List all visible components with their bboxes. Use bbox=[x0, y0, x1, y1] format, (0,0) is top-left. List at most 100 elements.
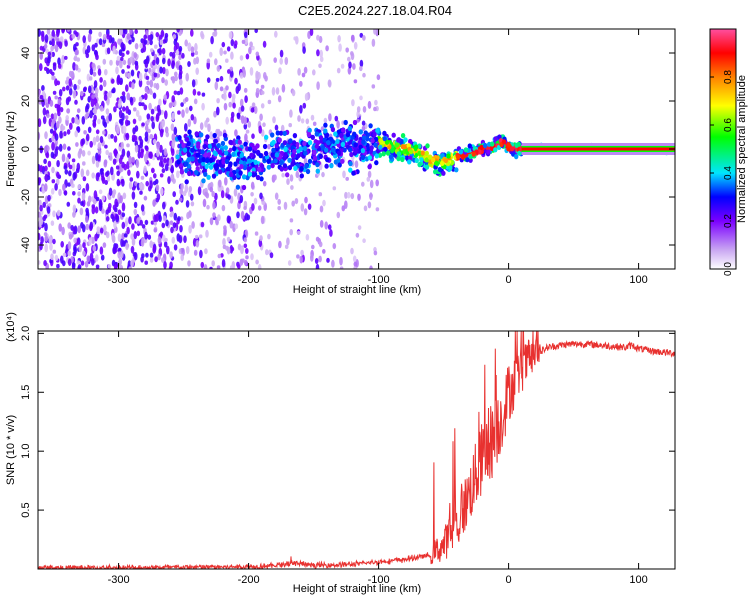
signal-point bbox=[306, 131, 312, 138]
noise-point bbox=[150, 108, 155, 115]
noise-point bbox=[367, 201, 372, 209]
noise-point bbox=[171, 112, 175, 122]
signal-point bbox=[259, 176, 264, 182]
noise-point bbox=[71, 183, 75, 188]
noise-point bbox=[361, 125, 366, 132]
noise-point bbox=[239, 72, 244, 79]
noise-point bbox=[99, 105, 104, 112]
signal-point bbox=[288, 138, 293, 144]
noise-point bbox=[160, 109, 164, 115]
signal-point bbox=[232, 174, 237, 180]
noise-point bbox=[128, 39, 132, 45]
signal-point bbox=[345, 132, 351, 138]
signal-point bbox=[228, 139, 233, 145]
noise-point bbox=[77, 184, 81, 190]
noise-point bbox=[147, 128, 151, 134]
noise-point bbox=[262, 122, 266, 127]
signal-point bbox=[394, 142, 400, 148]
noise-point bbox=[215, 77, 220, 82]
noise-point bbox=[197, 186, 202, 196]
noise-point bbox=[95, 102, 100, 110]
noise-point bbox=[144, 93, 148, 101]
signal-point bbox=[490, 141, 495, 147]
noise-point bbox=[139, 42, 143, 49]
noise-point bbox=[127, 72, 132, 79]
noise-point bbox=[232, 138, 237, 147]
noise-point bbox=[236, 211, 240, 219]
noise-point bbox=[121, 148, 126, 157]
noise-point bbox=[216, 106, 220, 116]
noise-point bbox=[113, 135, 118, 143]
noise-point bbox=[153, 72, 158, 78]
noise-point bbox=[371, 84, 376, 89]
noise-point bbox=[116, 74, 121, 84]
noise-point bbox=[93, 49, 98, 56]
signal-point bbox=[391, 132, 396, 138]
noise-point bbox=[272, 116, 276, 124]
signal-point bbox=[258, 153, 263, 159]
noise-point bbox=[87, 126, 92, 133]
noise-point bbox=[299, 104, 303, 114]
noise-point bbox=[160, 29, 165, 38]
noise-point bbox=[150, 115, 154, 122]
noise-point bbox=[103, 224, 107, 233]
noise-point bbox=[216, 265, 221, 269]
noise-point bbox=[189, 105, 193, 112]
noise-point bbox=[138, 101, 142, 107]
noise-point bbox=[141, 224, 146, 229]
signal-point bbox=[190, 156, 195, 162]
noise-point bbox=[143, 165, 147, 174]
signal-point bbox=[179, 169, 185, 175]
noise-point bbox=[250, 107, 255, 113]
noise-point bbox=[347, 66, 352, 75]
noise-point bbox=[299, 80, 303, 87]
noise-point bbox=[247, 121, 252, 128]
noise-point bbox=[375, 179, 380, 187]
noise-point bbox=[95, 254, 99, 262]
noise-point bbox=[244, 31, 248, 38]
signal-point bbox=[369, 145, 374, 151]
noise-point bbox=[44, 173, 49, 183]
noise-point bbox=[350, 193, 355, 200]
noise-point bbox=[85, 183, 90, 192]
noise-point bbox=[89, 140, 93, 148]
signal-point bbox=[468, 157, 473, 163]
signal-point bbox=[382, 136, 387, 142]
noise-point bbox=[362, 106, 367, 113]
noise-point bbox=[152, 138, 157, 145]
noise-point bbox=[178, 235, 183, 244]
noise-point bbox=[312, 121, 317, 127]
noise-point bbox=[45, 152, 50, 159]
signal-point bbox=[302, 140, 307, 147]
signal-point bbox=[302, 145, 308, 152]
noise-point bbox=[125, 105, 129, 114]
signal-point bbox=[220, 140, 226, 147]
noise-point bbox=[293, 36, 298, 41]
signal-point bbox=[400, 156, 405, 163]
signal-point bbox=[329, 163, 334, 169]
noise-point bbox=[161, 222, 166, 229]
noise-point bbox=[225, 58, 229, 63]
signal-point bbox=[305, 168, 311, 175]
noise-point bbox=[51, 71, 55, 76]
noise-point bbox=[236, 112, 241, 120]
noise-point bbox=[63, 190, 68, 195]
noise-point bbox=[143, 34, 147, 40]
noise-point bbox=[164, 110, 168, 120]
noise-point bbox=[68, 78, 73, 87]
noise-point bbox=[240, 105, 245, 112]
colorbar-tick-label: 0.2 bbox=[723, 214, 734, 228]
noise-point bbox=[211, 260, 215, 267]
noise-point bbox=[104, 180, 108, 185]
signal-point bbox=[374, 160, 379, 166]
noise-point bbox=[120, 250, 124, 259]
noise-point bbox=[155, 184, 160, 192]
signal-point bbox=[369, 149, 374, 155]
noise-point bbox=[43, 260, 47, 267]
noise-point bbox=[59, 107, 64, 113]
noise-point bbox=[131, 186, 136, 191]
signal-point bbox=[400, 133, 406, 139]
signal-point bbox=[351, 170, 356, 176]
noise-point bbox=[50, 151, 55, 159]
